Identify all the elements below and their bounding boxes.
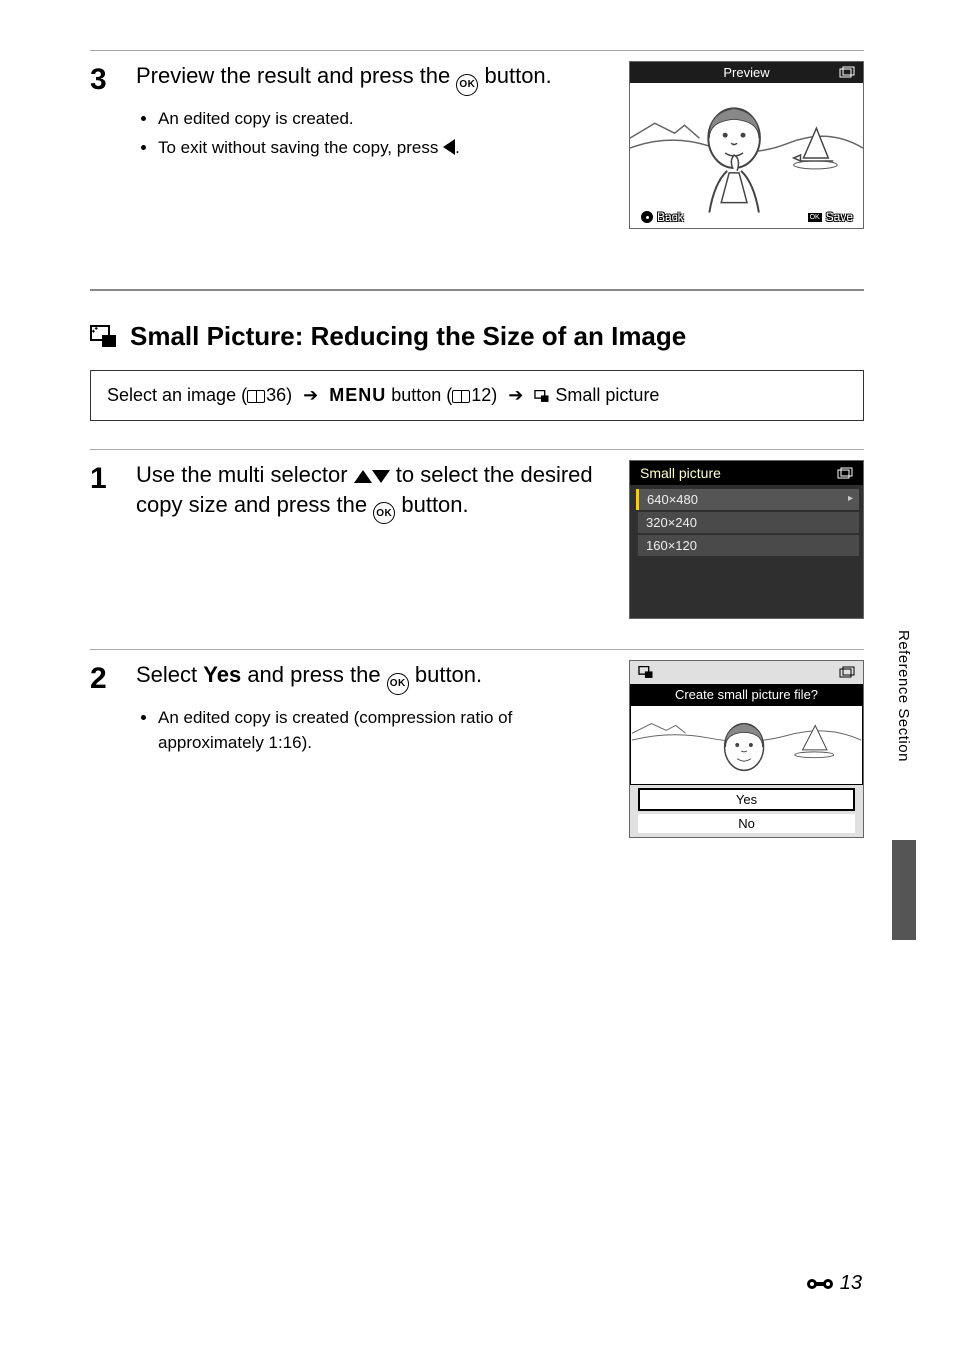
bullet-list: An edited copy is created (compression r… [136,705,611,756]
page-number: 13 [806,1272,862,1295]
text: To exit without saving the copy, press [158,138,443,157]
down-arrow-icon [372,470,390,483]
book-icon [452,390,470,403]
list-item: An edited copy is created. [158,106,611,132]
text: button. [409,662,482,687]
small-picture-icon [638,666,654,679]
page-number-text: 13 [840,1272,862,1295]
step-content: Use the multi selector to select the des… [136,460,611,524]
text: Use the multi selector [136,462,354,487]
bullet-list: An edited copy is created. To exit witho… [136,106,611,161]
text: Select an image ( [107,385,247,405]
text: and press the [241,662,387,687]
section-divider [90,289,864,291]
small-picture-icon [534,390,550,403]
side-tab-marker [892,840,916,940]
arrow-right-icon: ➔ [303,385,318,406]
back-label: Back [640,210,684,224]
divider [90,649,864,650]
text: button ( [386,385,452,405]
dialog-top-bar [630,661,863,684]
step-1: 1 Use the multi selector to select the d… [90,460,864,619]
small-picture-icon [90,325,118,349]
yes-bold: Yes [203,662,241,687]
preview-image: Back OKSave [630,83,863,228]
arrow-right-icon: ➔ [508,385,523,406]
menu-item[interactable]: 160×120 [636,535,859,556]
text: Select [136,662,203,687]
stack-icon [837,467,853,479]
ok-chip-icon: OK [807,212,823,223]
preview-screen: Preview Back OKSave [629,61,864,229]
ok-icon: OK [373,502,395,524]
step-2: 2 Select Yes and press the OK button. An… [90,660,864,838]
text: Back [657,210,684,224]
menu-title-text: Small picture [640,465,721,481]
dial-icon [640,210,654,224]
stack-icon [839,66,855,81]
ok-icon: OK [456,74,478,96]
divider [90,449,864,450]
stack-icon [839,666,855,678]
menu-label: MENU [329,385,386,405]
dialog-option-no[interactable]: No [638,814,855,833]
menu-body: 640×480 320×240 160×120 [630,485,863,618]
side-tab-label: Reference Section [895,630,912,762]
left-arrow-icon [443,139,455,155]
dialog-screen: Create small picture file? Yes No [629,660,864,838]
ok-icon: OK [387,673,409,695]
preview-title: Preview [723,65,769,80]
list-item: To exit without saving the copy, press . [158,135,611,161]
step-heading: Select Yes and press the OK button. [136,660,611,695]
text: button. [478,63,551,88]
dialog-question: Create small picture file? [630,684,863,705]
list-item: An edited copy is created (compression r… [158,705,611,756]
step-number: 3 [90,61,118,95]
step-number: 1 [90,460,118,494]
divider [90,50,864,51]
dialog-options: Yes No [630,788,863,833]
breadcrumb: Select an image (36) ➔ MENU button (12) … [90,370,864,421]
menu-item[interactable]: 320×240 [636,512,859,533]
step-3: 3 Preview the result and press the OK bu… [90,61,864,229]
preview-title-bar: Preview [630,62,863,83]
step-content: Select Yes and press the OK button. An e… [136,660,611,760]
page-ref: 36) [266,385,297,405]
text: Small picture [550,385,659,405]
link-icon [806,1276,834,1292]
section-title-text: Small Picture: Reducing the Size of an I… [130,321,686,352]
menu-item[interactable]: 640×480 [636,489,859,510]
text: Save [826,210,853,224]
step-heading: Use the multi selector to select the des… [136,460,611,524]
dialog-option-yes[interactable]: Yes [638,788,855,811]
page-ref: 12) [471,385,502,405]
step-content: Preview the result and press the OK butt… [136,61,611,165]
step-number: 2 [90,660,118,694]
section-title: Small Picture: Reducing the Size of an I… [90,321,864,352]
up-arrow-icon [354,470,372,483]
menu-title-bar: Small picture [630,461,863,485]
book-icon [247,390,265,403]
save-label: OKSave [807,210,853,224]
small-picture-menu: Small picture 640×480 320×240 160×120 [629,460,864,619]
dialog-image [630,705,863,785]
preview-footer: Back OKSave [630,210,863,224]
text: . [455,138,460,157]
text: button. [395,492,468,517]
step-heading: Preview the result and press the OK butt… [136,61,611,96]
text: Preview the result and press the [136,63,456,88]
